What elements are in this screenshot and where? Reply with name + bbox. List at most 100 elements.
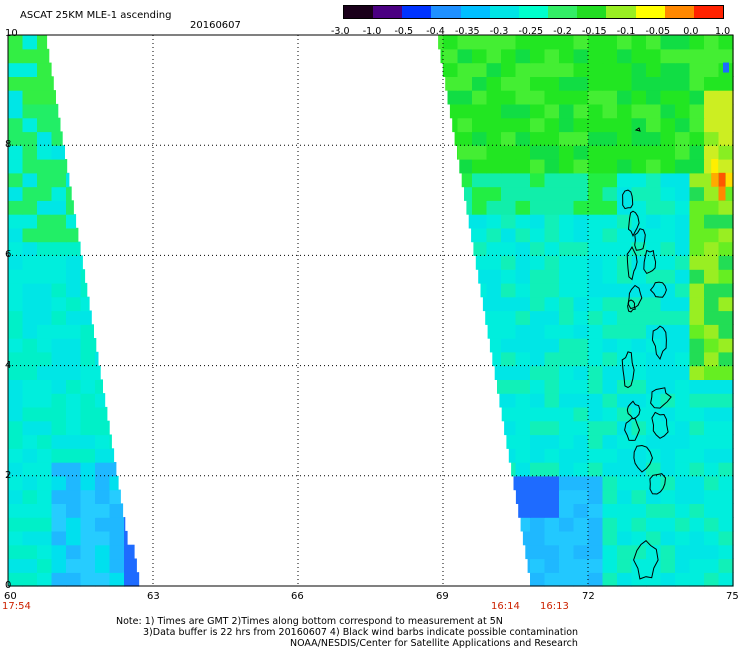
swath-cell: [37, 35, 48, 50]
swath-cell: [544, 310, 560, 325]
swath-cell: [95, 448, 111, 463]
swath-cell: [472, 214, 488, 229]
plot-frame: [7, 34, 734, 587]
swath-cell: [559, 420, 575, 436]
swath-cell: [573, 48, 589, 64]
swath-cell: [8, 214, 24, 229]
swath-cell: [22, 145, 38, 160]
swath-cell: [646, 434, 662, 449]
island-outline: [650, 387, 672, 409]
swath-cell: [472, 35, 488, 50]
swath-cell: [718, 324, 734, 339]
swath-cell: [51, 227, 67, 243]
swath-cell: [689, 48, 705, 64]
swath-cell: [66, 282, 82, 298]
swath-cell: [37, 434, 53, 449]
swath-cell: [704, 324, 720, 339]
swath-cell: [718, 530, 734, 546]
swath-cell: [8, 131, 24, 146]
swath-cell: [689, 159, 705, 174]
swath-cell: [559, 558, 575, 573]
swath-cell: [544, 434, 560, 449]
swath-cell: [501, 379, 517, 394]
swath-cell: [704, 393, 720, 408]
swath-cell: [66, 503, 82, 518]
swath-cell: [602, 503, 618, 518]
swath-cell: [457, 76, 473, 91]
swath-cell: [8, 186, 24, 201]
swath-cell: [660, 379, 676, 394]
swath-cell: [573, 282, 589, 298]
swath-cell: [466, 200, 473, 215]
swath-cell: [501, 172, 517, 188]
swath-cell: [617, 351, 633, 367]
swath-cell: [646, 214, 662, 229]
swath-cell: [559, 269, 575, 284]
swath-cell: [660, 324, 676, 339]
swath-cell: [704, 48, 720, 64]
island-outline: [649, 473, 667, 495]
swath-cell: [573, 227, 589, 243]
swath-cell: [464, 186, 473, 201]
swath-cell: [675, 324, 691, 339]
swath-cell: [544, 338, 560, 353]
swath-cell: [530, 255, 546, 270]
swath-cell: [443, 48, 459, 64]
color-scale-label: 1.0: [715, 26, 731, 37]
swath-cell: [51, 517, 67, 532]
swath-cell: [51, 117, 61, 133]
swath-cell: [689, 393, 705, 408]
swath-cell: [501, 269, 517, 284]
swath-cell: [675, 214, 691, 229]
swath-cell: [718, 503, 734, 518]
swath-cell: [573, 296, 589, 312]
swath-cell: [472, 62, 488, 77]
swath-cell: [447, 90, 459, 105]
swath-cell: [544, 462, 560, 477]
swath-cell: [559, 448, 575, 463]
swath-cell: [80, 351, 96, 367]
swath-cell: [573, 420, 589, 436]
swath-cell: [80, 406, 96, 422]
swath-cell: [675, 572, 691, 587]
swath-cell: [718, 379, 734, 394]
swath-cell: [37, 159, 53, 174]
swath-cell: [530, 296, 546, 312]
swath-cell: [445, 76, 459, 91]
swath-cell: [718, 572, 734, 587]
swath-cell: [675, 35, 691, 50]
swath-cell: [486, 227, 502, 243]
swath-cell: [631, 379, 647, 394]
swath-cell: [8, 489, 24, 504]
island-outline: [627, 284, 643, 310]
swath-cell: [675, 186, 691, 201]
color-scale-label: -0.5: [394, 26, 414, 37]
swath-cell: [559, 365, 575, 380]
swath-cell: [704, 241, 720, 256]
swath-cell: [66, 558, 82, 573]
swath-cell: [689, 406, 705, 422]
swath-cell: [22, 489, 38, 504]
swath-cell: [602, 393, 618, 408]
swath-cell: [675, 503, 691, 518]
x-tick-69: 69: [436, 591, 449, 602]
swath-cell: [602, 117, 618, 133]
swath-cell: [602, 186, 618, 201]
swath-cell: [8, 351, 24, 367]
swath-cell: [660, 406, 676, 422]
swath-cell: [573, 448, 589, 463]
swath-cell: [37, 227, 53, 243]
swath-cell: [675, 475, 691, 491]
swath-cell: [66, 572, 82, 587]
swath-cell: [675, 145, 691, 160]
swath-cell: [689, 131, 705, 146]
swath-cell: [530, 76, 546, 91]
swath-cell: [559, 324, 575, 339]
swath-cell: [22, 35, 38, 50]
swath-cell: [718, 434, 734, 449]
swath-cell: [475, 255, 488, 270]
swath-cell: [66, 241, 81, 256]
swath-cell: [443, 35, 459, 50]
swath-cell: [704, 282, 720, 298]
swath-cell: [461, 172, 473, 188]
